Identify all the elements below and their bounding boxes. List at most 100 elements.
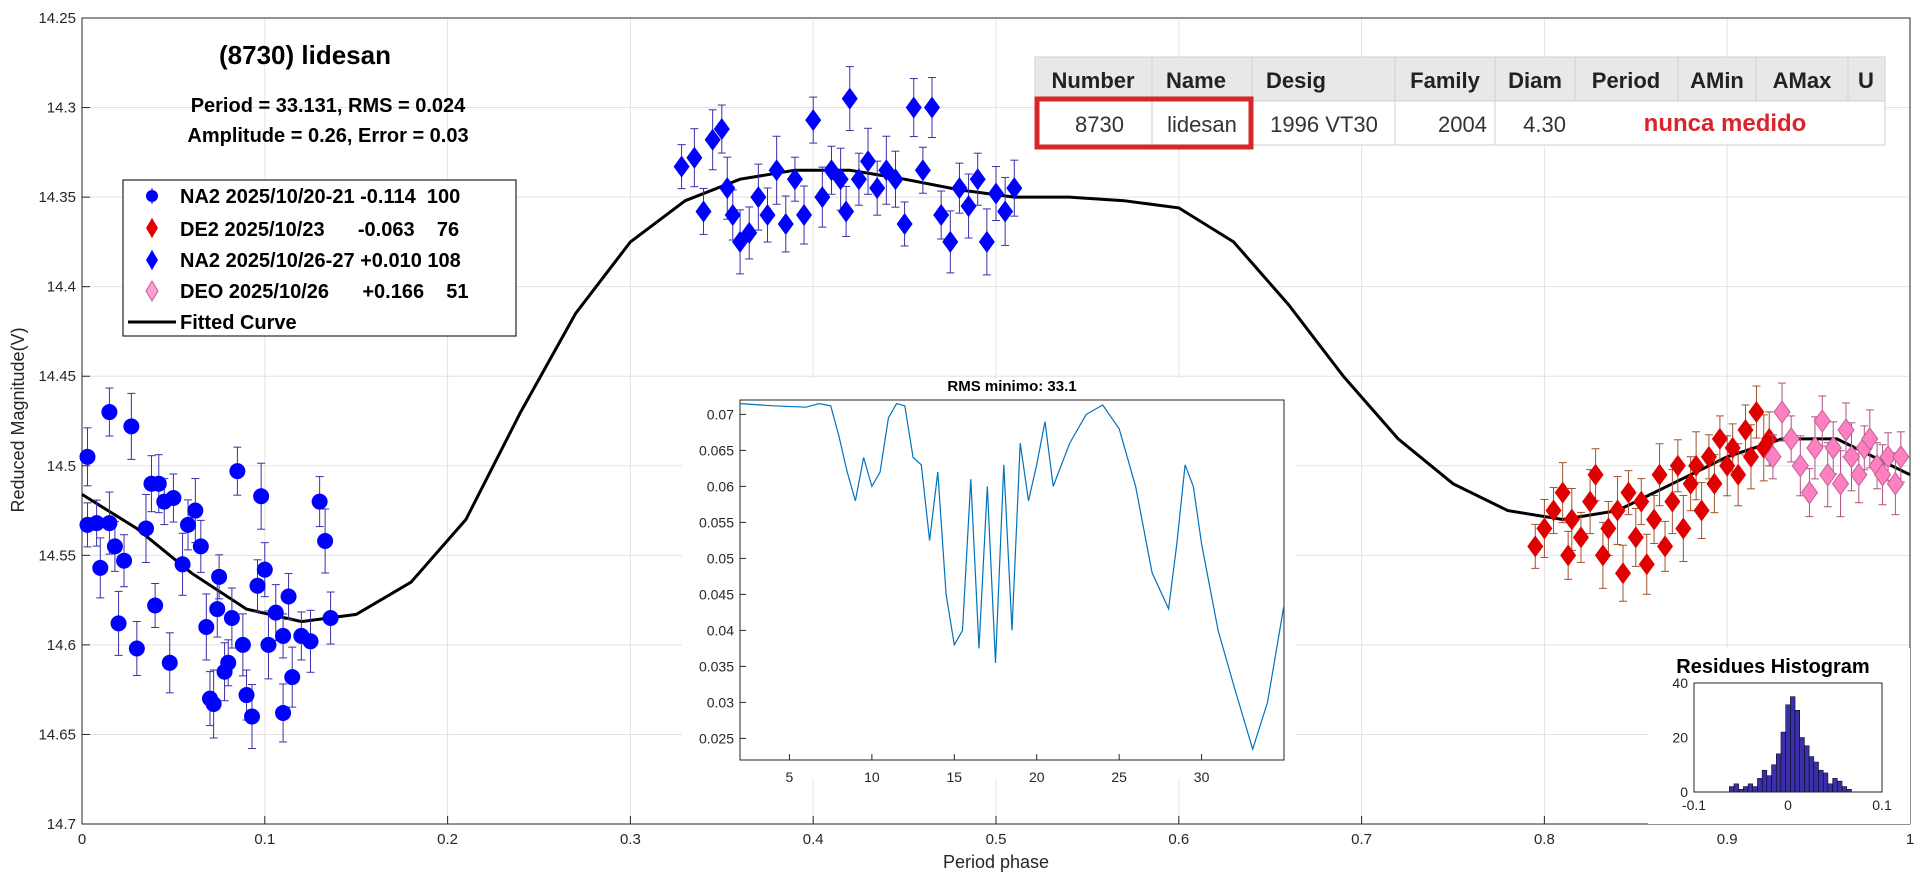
x-tick-label: 0 (78, 831, 86, 848)
histogram-title: Residues Histogram (1676, 656, 1869, 678)
histogram-y-tick-label: 40 (1672, 675, 1688, 691)
legend-box (122, 179, 517, 337)
histogram-background (1648, 648, 1910, 824)
data-point-diamond (741, 221, 758, 244)
data-point-circle (256, 561, 273, 578)
data-point-diamond (860, 150, 877, 173)
data-point-circle (244, 708, 261, 725)
data-point-diamond (832, 168, 849, 191)
data-point-diamond (1724, 436, 1741, 459)
data-point-diamond (1627, 526, 1644, 549)
y-tick-label: 14.65 (38, 726, 76, 743)
inset-x-tick-label: 30 (1194, 769, 1210, 785)
data-point-circle (101, 515, 118, 532)
data-point-diamond (796, 204, 813, 227)
data-point-circle (253, 488, 270, 505)
data-point-diamond (814, 186, 831, 209)
histogram-bar (1771, 764, 1777, 793)
inset-ticks: 5 10 15 20 25 30 0.025 0.03 0.035 0.04 0.045 0.05 0.… (699, 406, 1210, 785)
y-tick-label: 14.25 (38, 10, 76, 27)
table-header-family: Family (1410, 68, 1480, 93)
data-point-diamond (1791, 453, 1809, 478)
data-point-diamond (1664, 490, 1681, 513)
histogram-bar (1757, 778, 1763, 793)
table-header-name: Name (1166, 68, 1226, 93)
data-point-diamond (1587, 463, 1604, 486)
histogram-bar (1804, 745, 1810, 793)
data-point-circle (106, 538, 123, 555)
data-point-diamond (1824, 436, 1842, 460)
data-point-circle (234, 636, 251, 653)
diamond-marker-icon (145, 280, 159, 302)
histogram-bar (1794, 710, 1801, 793)
x-axis-label: Period phase (943, 852, 1049, 872)
histogram-x-tick-label: -0.1 (1682, 797, 1706, 813)
y-tick-label: 14.35 (38, 189, 76, 206)
data-point-diamond (1563, 508, 1580, 531)
x-tick-label: 0.2 (437, 831, 458, 848)
data-point-diamond (1536, 517, 1553, 540)
data-point-diamond (1861, 427, 1879, 451)
data-point-circle (165, 490, 182, 507)
data-point-diamond (1651, 463, 1668, 486)
inset-x-tick-label: 10 (864, 769, 880, 785)
histogram-bar (1747, 783, 1754, 793)
svg-text:Fitted Curve: Fitted Curve (180, 312, 297, 334)
inset-y-tick-label: 0.06 (707, 478, 734, 494)
data-point-circle (110, 615, 127, 632)
inset-x-tick-label: 5 (786, 769, 794, 785)
data-point-diamond (1730, 463, 1747, 486)
data-point-circle (174, 556, 191, 573)
never-measured-note: nunca medido (1644, 110, 1807, 137)
table-header-row (1034, 56, 1886, 102)
data-point-diamond (1633, 490, 1650, 513)
data-point-diamond (1657, 535, 1674, 558)
table-header-diam: Diam (1508, 68, 1562, 93)
inset-y-tick-label: 0.03 (707, 694, 734, 710)
y-tick-label: 14.3 (47, 100, 76, 117)
data-point-diamond (750, 186, 767, 209)
highlight-box (1034, 96, 1254, 150)
inset-y-tick-label: 0.025 (699, 730, 734, 746)
histogram-bar (1780, 731, 1786, 793)
data-point-diamond (1582, 490, 1599, 513)
data-point-circle (211, 568, 228, 585)
rms-curve (739, 402, 1285, 752)
data-point-diamond (1782, 427, 1800, 451)
y-axis-label: Reduced Magnitude(V) (8, 327, 28, 512)
data-point-diamond (695, 200, 712, 223)
data-point-circle (238, 687, 255, 704)
data-point-diamond (1594, 544, 1611, 567)
x-tick-label: 0.9 (1717, 831, 1738, 848)
table-header-desig: Desig (1266, 68, 1326, 93)
data-point-diamond (1600, 517, 1617, 540)
x-tick-label: 0.6 (1168, 831, 1189, 848)
data-point-diamond (887, 168, 904, 191)
data-point-diamond (1560, 544, 1577, 567)
histogram-bar (1837, 780, 1843, 793)
data-point-circle (284, 669, 301, 686)
legend-entry-de2: DE2 2025/10/23 -0.063 76 (146, 218, 459, 241)
circle-marker-icon (146, 190, 158, 202)
data-point-circle (223, 610, 240, 627)
y-tick-label: 14.55 (38, 547, 76, 564)
histogram-bar (1766, 775, 1772, 793)
data-point-diamond (1719, 454, 1736, 477)
inset-x-tick-label: 25 (1111, 769, 1127, 785)
data-point-diamond (1527, 535, 1544, 558)
inset-x-tick-label: 20 (1029, 769, 1045, 785)
data-point-circle (275, 627, 292, 644)
data-point-circle (192, 538, 209, 555)
data-point-diamond (1620, 481, 1637, 504)
data-point-diamond (969, 168, 986, 191)
inset-y-tick-label: 0.065 (699, 442, 734, 458)
data-point-circle (322, 610, 339, 627)
data-point-diamond (942, 230, 959, 253)
x-tick-label: 0.8 (1534, 831, 1555, 848)
data-point-diamond (1742, 445, 1759, 468)
data-point-circle (209, 601, 226, 618)
data-point-circle (161, 654, 178, 671)
histogram-y-tick-label: 0 (1680, 784, 1688, 800)
data-point-circle (280, 588, 297, 605)
